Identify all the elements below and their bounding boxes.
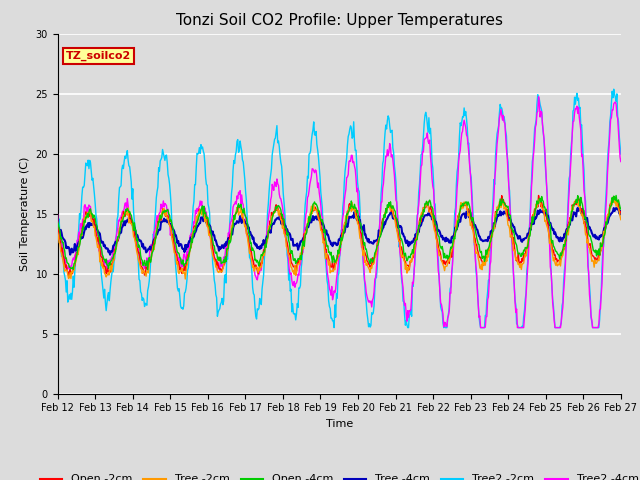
Y-axis label: Soil Temperature (C): Soil Temperature (C) (20, 156, 30, 271)
Tree2 -4cm (64, 265, 72, 271)
Open -2cm (534, 192, 542, 198)
Open -4cm (425, 199, 433, 204)
Tree -4cm (617, 208, 625, 214)
Tree -2cm (54, 230, 61, 236)
Open -2cm (65, 274, 73, 279)
Open -4cm (54, 219, 61, 225)
Tree2 -4cm (534, 94, 542, 100)
Open -2cm (408, 255, 416, 261)
Line: Open -2cm: Open -2cm (58, 195, 621, 276)
Line: Tree2 -2cm: Tree2 -2cm (58, 89, 621, 327)
Tree -2cm (617, 217, 625, 223)
Tree2 -2cm (617, 151, 625, 157)
Legend: Open -2cm, Tree -2cm, Open -4cm, Tree -4cm, Tree2 -2cm, Tree2 -4cm: Open -2cm, Tree -2cm, Open -4cm, Tree -4… (35, 470, 640, 480)
Open -4cm (612, 192, 620, 198)
Open -2cm (123, 207, 131, 213)
Text: TZ_soilco2: TZ_soilco2 (66, 51, 131, 61)
Tree2 -4cm (424, 139, 432, 144)
Tree -2cm (179, 271, 187, 276)
Open -4cm (210, 242, 218, 248)
Tree2 -2cm (64, 299, 72, 305)
Tree -2cm (425, 207, 433, 213)
Tree -2cm (210, 255, 218, 261)
Tree -2cm (408, 254, 416, 260)
Open -2cm (54, 228, 61, 234)
Tree -4cm (54, 225, 61, 230)
Line: Open -4cm: Open -4cm (58, 195, 621, 270)
Open -4cm (408, 247, 416, 252)
Tree2 -2cm (408, 283, 416, 288)
Tree2 -2cm (54, 210, 61, 216)
Open -4cm (64, 260, 72, 266)
Tree2 -2cm (122, 156, 129, 161)
Tree -4cm (210, 232, 218, 238)
Tree2 -2cm (179, 306, 187, 312)
Open -2cm (210, 251, 218, 257)
Open -2cm (425, 209, 433, 215)
Tree2 -4cm (617, 159, 625, 165)
Tree -2cm (609, 196, 617, 202)
Tree -4cm (425, 212, 433, 217)
Open -2cm (617, 209, 625, 215)
Tree -4cm (64, 245, 72, 251)
Tree2 -2cm (610, 86, 618, 92)
Tree -2cm (64, 272, 72, 278)
Tree -4cm (106, 252, 114, 258)
Tree -4cm (180, 246, 188, 252)
Tree -2cm (181, 276, 189, 282)
Tree2 -4cm (54, 212, 61, 217)
Line: Tree -4cm: Tree -4cm (58, 207, 621, 255)
Tree2 -4cm (408, 294, 415, 300)
Tree2 -2cm (209, 261, 216, 266)
Open -4cm (122, 206, 129, 212)
Tree -4cm (408, 240, 416, 245)
Line: Tree -2cm: Tree -2cm (58, 199, 621, 279)
Open -2cm (180, 267, 188, 273)
Tree -4cm (123, 219, 131, 225)
Tree -2cm (122, 211, 129, 216)
Tree -4cm (614, 204, 622, 210)
X-axis label: Time: Time (326, 419, 353, 429)
Open -4cm (617, 206, 625, 212)
Tree2 -4cm (122, 200, 129, 206)
Tree2 -4cm (179, 260, 187, 265)
Tree2 -4cm (209, 248, 216, 254)
Open -4cm (144, 267, 152, 273)
Tree2 -2cm (425, 115, 433, 120)
Tree2 -4cm (477, 324, 484, 330)
Title: Tonzi Soil CO2 Profile: Upper Temperatures: Tonzi Soil CO2 Profile: Upper Temperatur… (176, 13, 502, 28)
Open -2cm (64, 269, 72, 275)
Line: Tree2 -4cm: Tree2 -4cm (58, 97, 621, 327)
Tree2 -2cm (330, 324, 338, 330)
Open -4cm (180, 263, 188, 269)
